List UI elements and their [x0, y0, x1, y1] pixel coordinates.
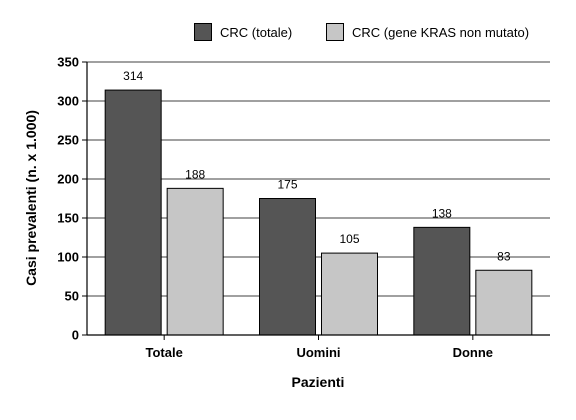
bar-series-1-2 — [413, 226, 471, 336]
bar-series-2-1 — [321, 252, 378, 336]
tick-labels: 0 50 100 150 200 250 300 350 Totale Uomini Donne — [57, 55, 493, 361]
y-tick-label-200: 200 — [57, 172, 79, 187]
bars — [104, 89, 533, 336]
legend-label-series-2: CRC (gene KRAS non mutato) — [352, 24, 530, 40]
category-label-0: Totale — [146, 345, 183, 360]
data-label-series-2-2: 83 — [497, 249, 511, 263]
y-tick-label-0: 0 — [72, 328, 79, 343]
data-label-series-2-1: 105 — [339, 232, 359, 246]
data-label-series-2-0: 188 — [185, 167, 205, 181]
x-axis-label: Pazienti — [291, 374, 345, 390]
legend: CRC (totale) CRC (gene KRAS non mutato) — [0, 20, 576, 44]
bar-series-2-2 — [475, 269, 533, 336]
y-axis-label: Casi prevalenti (n. x 1.000) — [23, 110, 39, 286]
legend-item-series-1: CRC (totale) — [194, 20, 292, 44]
data-label-series-1-2: 138 — [432, 206, 452, 220]
y-tick-label-350: 350 — [57, 55, 79, 70]
category-label-1: Uomini — [296, 345, 340, 360]
legend-item-series-2: CRC (gene KRAS non mutato) — [326, 20, 529, 44]
data-labels: 314 188 175 105 138 83 — [123, 69, 511, 263]
y-tick-label-150: 150 — [57, 211, 79, 226]
category-label-2: Donne — [453, 345, 493, 360]
y-tick-label-50: 50 — [65, 289, 79, 304]
legend-swatch-series-1 — [194, 23, 212, 41]
y-tick-label-100: 100 — [57, 250, 79, 265]
data-label-series-1-0: 314 — [123, 69, 143, 83]
data-label-series-1-1: 175 — [277, 178, 297, 192]
grid-lines — [87, 61, 550, 297]
axes — [82, 61, 550, 340]
bar-series-1-0 — [104, 89, 162, 336]
legend-label-series-1: CRC (totale) — [220, 24, 293, 40]
y-tick-label-250: 250 — [57, 133, 79, 148]
legend-swatch-series-2 — [326, 23, 344, 41]
bar-series-2-0 — [166, 187, 224, 336]
y-tick-label-300: 300 — [57, 94, 79, 109]
bar-series-1-1 — [259, 198, 316, 336]
